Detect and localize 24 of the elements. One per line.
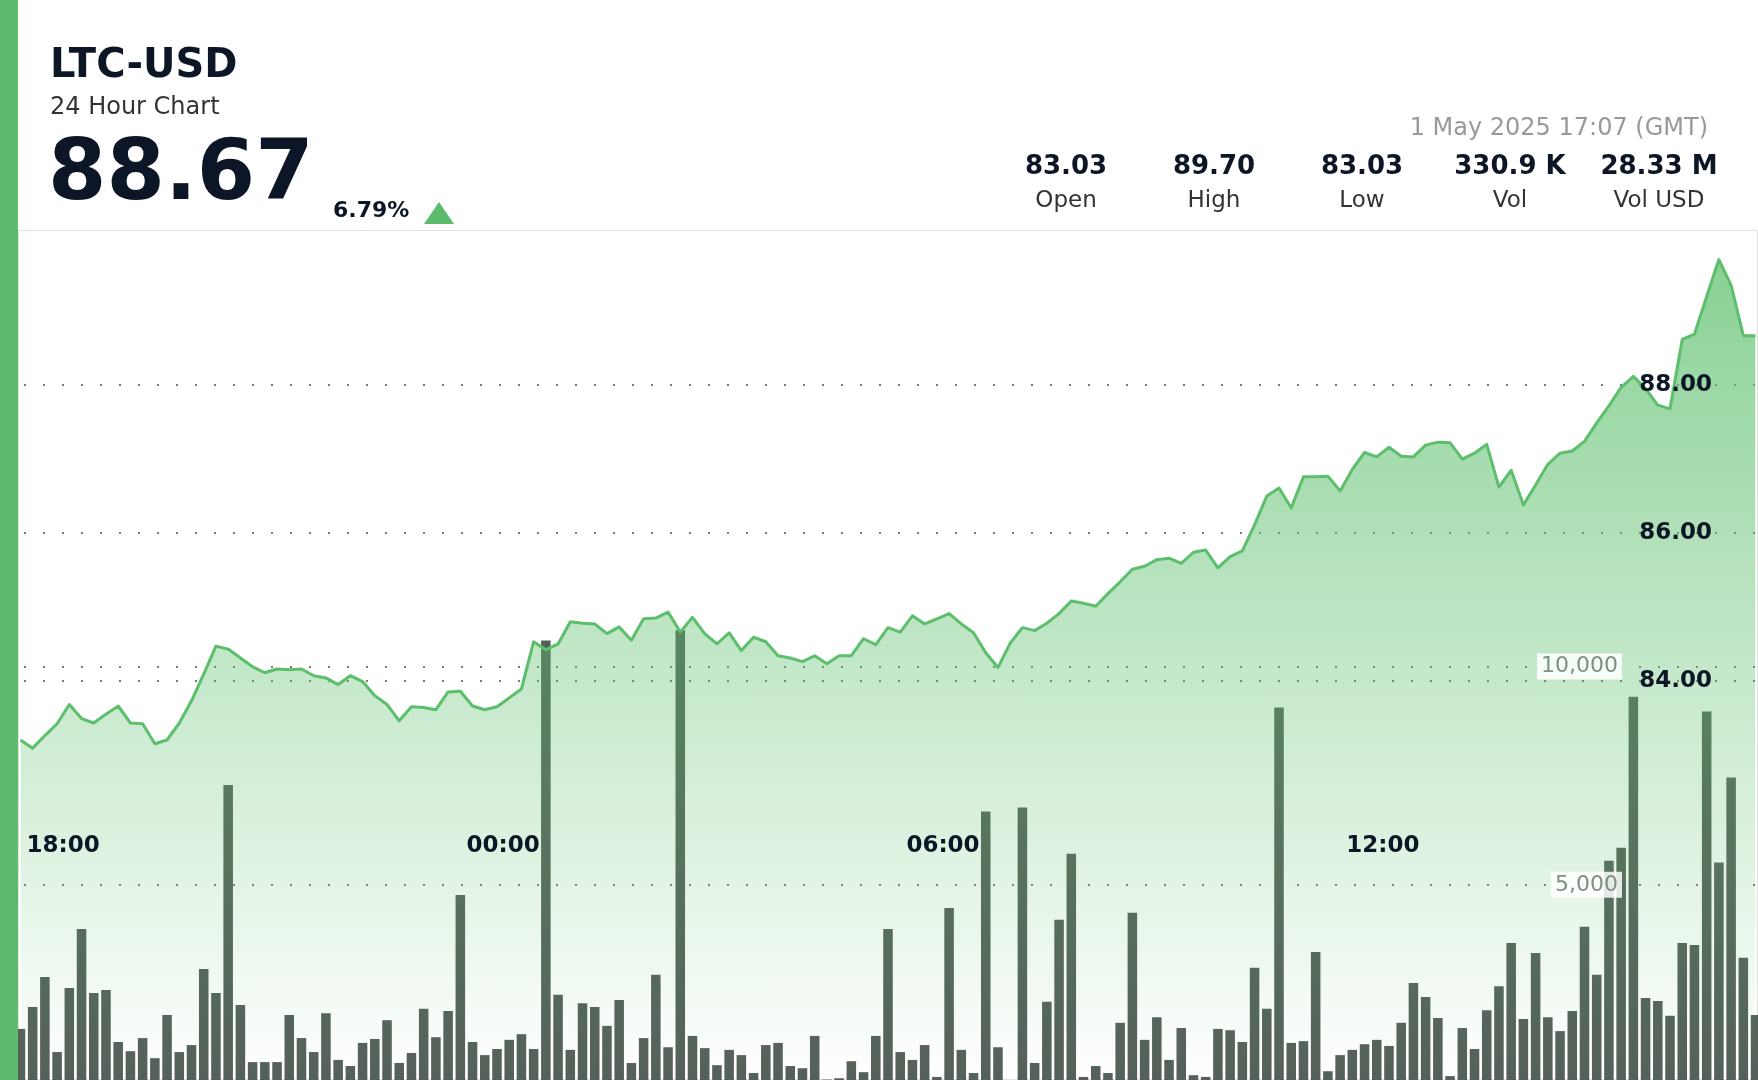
x-tick-label: 00:00 [466,831,540,858]
text: Vol [1491,186,1529,212]
chart-title: LTC-USD [50,40,238,86]
text: 83.03 [1319,150,1405,180]
x-tick-label: 18:00 [26,831,100,858]
text: 1 May 2025 17:07 (GMT) [1409,113,1708,141]
text: 28.33 M [1599,150,1719,180]
text: 88.67 [48,121,314,219]
text: Open [1034,186,1098,212]
text: 83.03 [1023,150,1109,180]
text: Vol USD [1612,186,1706,212]
text: Low [1338,186,1386,212]
y2-tick-label: 5,000 [1555,870,1618,896]
text: 330.9 K [1453,150,1567,180]
y-tick-label: 88.00 [1639,370,1712,397]
x-tick-label: 06:00 [906,831,980,858]
chart-subtitle: 24 Hour Chart [50,92,220,120]
text: 6.79% [333,197,410,222]
y-tick-label: 86.00 [1639,518,1712,545]
y2-tick-label: 10,000 [1541,652,1618,678]
y-tick-label: 84.00 [1639,665,1712,692]
x-tick-label: 12:00 [1346,831,1420,858]
text: High [1186,186,1242,212]
text: 89.70 [1171,150,1257,180]
